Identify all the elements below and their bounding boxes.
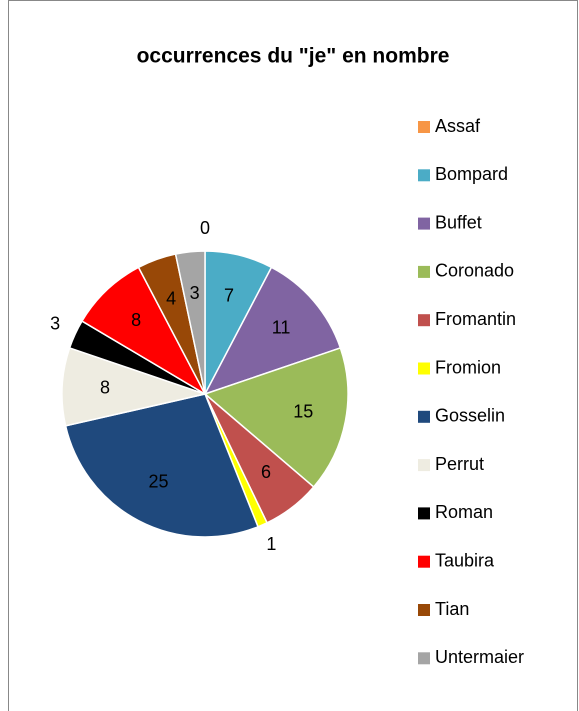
legend-label: Tian	[435, 599, 469, 619]
data-label: 11	[272, 318, 291, 338]
legend-label: Untermaier	[435, 647, 524, 667]
legend-swatch	[418, 507, 430, 520]
legend-label: Assaf	[435, 116, 481, 136]
data-label: 25	[148, 471, 168, 491]
pie-slice	[64, 393, 259, 538]
data-label: 3	[190, 283, 200, 303]
data-label: 4	[166, 289, 176, 309]
legend-swatch	[418, 459, 430, 472]
legend-swatch	[418, 121, 430, 133]
legend-swatch	[418, 169, 430, 182]
data-label: 8	[100, 378, 110, 398]
legend-swatch	[418, 314, 430, 327]
pie-slice	[203, 346, 349, 489]
pie-slice	[203, 266, 342, 396]
legend-label: Roman	[435, 502, 493, 522]
legend-swatch	[418, 555, 430, 568]
data-label: 1	[266, 534, 276, 554]
chart-title: occurrences du "je" en nombre	[137, 45, 450, 68]
legend-swatch	[418, 217, 430, 230]
data-label: 15	[293, 402, 313, 422]
legend-swatch	[418, 652, 430, 665]
data-label: 3	[50, 314, 60, 334]
legend-label: Buffet	[435, 212, 482, 232]
legend-swatch	[418, 362, 430, 375]
pie-slice	[174, 250, 206, 395]
legend-label: Taubira	[435, 550, 495, 570]
data-label: 7	[224, 286, 234, 306]
legend-swatch	[418, 604, 430, 616]
legend-swatch	[418, 265, 430, 278]
legend-label: Coronado	[435, 261, 514, 281]
data-label: 0	[200, 218, 210, 238]
legend-label: Perrut	[435, 454, 484, 474]
data-label: 6	[261, 462, 271, 482]
legend-label: Fromion	[435, 357, 501, 377]
legend-label: Gosselin	[435, 406, 505, 426]
legend-label: Bompard	[435, 164, 508, 184]
data-label: 8	[131, 310, 141, 330]
legend-swatch	[418, 410, 430, 423]
legend-label: Fromantin	[435, 309, 516, 329]
